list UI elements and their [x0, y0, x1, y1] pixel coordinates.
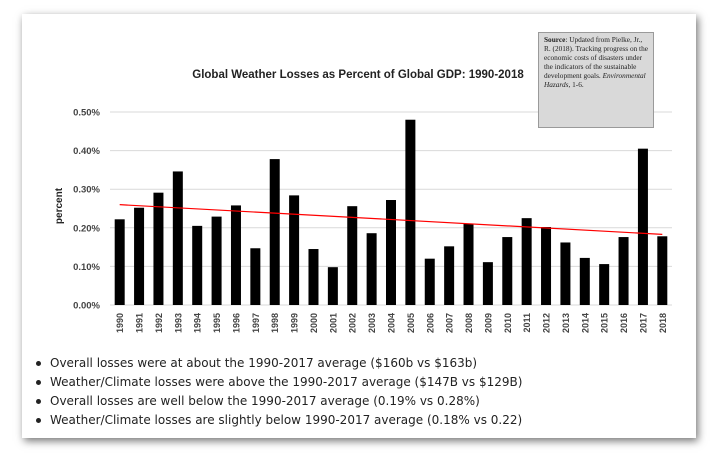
bar	[269, 159, 280, 305]
bar	[444, 246, 455, 305]
x-tick-label: 2005	[406, 313, 416, 333]
bar	[308, 249, 319, 305]
bar	[134, 207, 145, 305]
x-tick-label: 2016	[619, 313, 629, 333]
source-pages: , 1-6.	[568, 79, 584, 89]
y-tick-label: 0.40%	[73, 146, 100, 157]
bar	[463, 223, 474, 305]
x-tick-label: 2012	[542, 313, 552, 333]
x-tick-label: 1999	[290, 313, 300, 333]
x-tick-label: 1993	[173, 313, 183, 333]
chart: Global Weather Losses as Percent of Glob…	[54, 69, 672, 333]
bar	[153, 192, 164, 305]
x-tick-label: 2009	[483, 313, 493, 333]
x-tick-label: 1991	[135, 313, 145, 333]
bar	[521, 218, 532, 305]
bullet-list: Overall losses were at about the 1990-20…	[34, 354, 522, 430]
x-tick-label: 2006	[425, 313, 435, 333]
bullet-item: Weather/Climate losses are slightly belo…	[34, 411, 522, 430]
bullet-item: Overall losses were at about the 1990-20…	[34, 354, 522, 373]
bar	[579, 257, 590, 305]
source-label: Source	[544, 35, 566, 44]
bar	[172, 171, 183, 305]
bar	[637, 148, 648, 305]
x-tick-label: 2014	[580, 313, 590, 333]
bar	[618, 237, 629, 305]
x-tick-label: 1996	[231, 313, 241, 333]
x-tick-label: 2008	[464, 313, 474, 333]
bar	[211, 216, 222, 305]
source-note: Source: Updated from Pielke, Jr., R. (20…	[538, 32, 654, 128]
bar	[347, 206, 358, 305]
bar	[424, 258, 435, 305]
slide: Global Weather Losses as Percent of Glob…	[22, 14, 696, 438]
x-tick-label: 2018	[658, 313, 668, 333]
x-tick-label: 2017	[638, 313, 648, 333]
source-citation: : Updated from Pielke, Jr., R. (2018). T…	[544, 35, 648, 80]
x-tick-label: 1992	[154, 313, 164, 333]
x-tick-label: 1998	[270, 313, 280, 333]
y-tick-label: 0.20%	[73, 223, 100, 234]
y-tick-label: 0.00%	[73, 301, 100, 312]
x-tick-label: 1995	[212, 313, 222, 333]
x-tick-label: 2002	[348, 313, 358, 333]
x-tick-label: 2001	[328, 313, 338, 333]
y-axis-label: percent	[54, 187, 65, 224]
trend-line	[119, 204, 663, 235]
y-tick-label: 0.10%	[73, 262, 100, 273]
bar	[482, 262, 493, 305]
bar	[502, 237, 513, 305]
x-tick-label: 1990	[115, 313, 125, 333]
chart-title: Global Weather Losses as Percent of Glob…	[192, 69, 524, 81]
bar	[560, 242, 571, 305]
x-tick-label: 1994	[193, 313, 203, 333]
y-tick-label: 0.30%	[73, 185, 100, 196]
x-tick-label: 2013	[561, 313, 571, 333]
bar	[657, 236, 668, 305]
source-journal: Environmental Hazards	[544, 70, 646, 89]
x-tick-label: 1997	[251, 313, 261, 333]
bar	[386, 200, 396, 305]
x-tick-label: 2015	[600, 313, 610, 333]
x-tick-label: 2010	[503, 313, 513, 333]
bar	[599, 264, 610, 305]
bar	[114, 219, 125, 305]
y-tick-label: 0.50%	[73, 108, 100, 119]
bullet-item: Overall losses are well below the 1990-2…	[34, 392, 522, 411]
bar	[230, 205, 241, 305]
bar	[250, 248, 261, 305]
x-tick-label: 2011	[522, 313, 532, 333]
bullet-item: Weather/Climate losses were above the 19…	[34, 373, 522, 392]
bar	[327, 267, 338, 305]
bar	[366, 233, 377, 305]
bar	[192, 225, 203, 305]
x-tick-label: 2003	[367, 313, 377, 333]
bar	[405, 119, 416, 305]
x-tick-label: 2007	[445, 313, 455, 333]
bar	[541, 227, 552, 305]
x-tick-label: 2004	[387, 313, 397, 333]
x-tick-label: 2000	[309, 313, 319, 333]
bar	[289, 195, 300, 305]
